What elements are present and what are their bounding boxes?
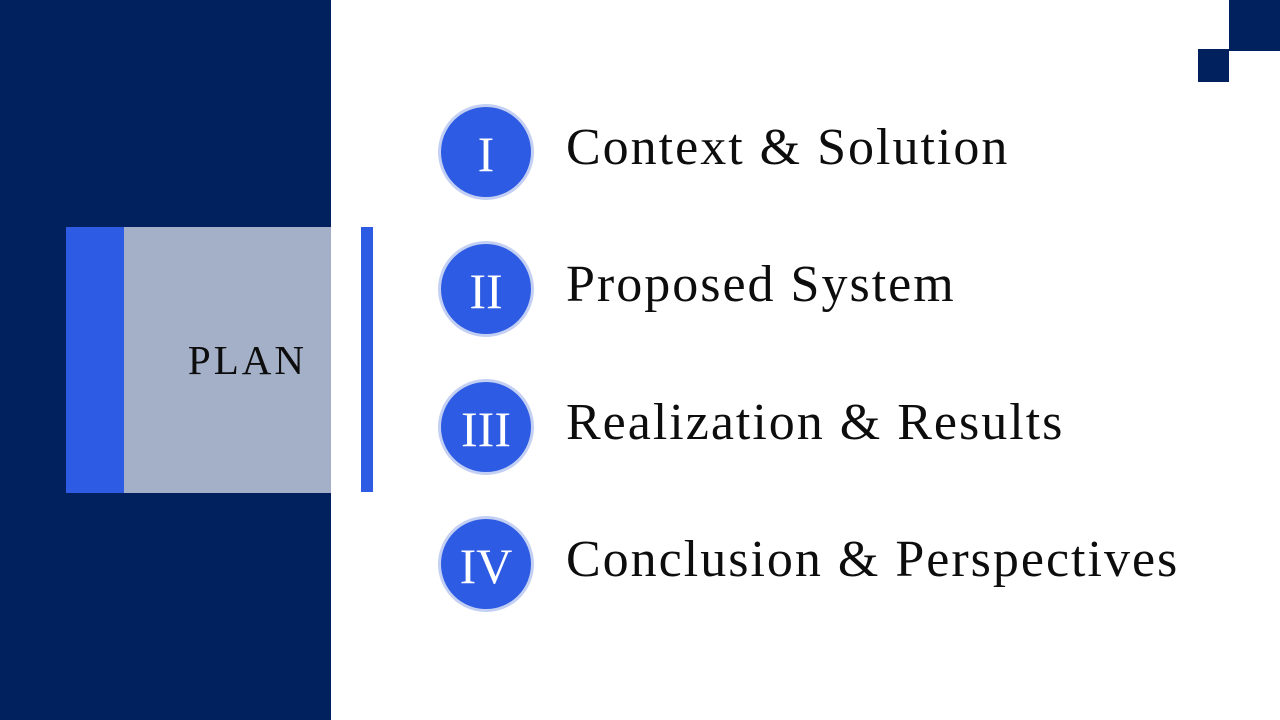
roman-numeral: II <box>469 263 503 319</box>
agenda-item-label: Proposed System <box>566 256 956 313</box>
numeral-badge: I <box>438 104 534 200</box>
agenda-item-realization: III Realization & Results <box>438 379 1258 475</box>
vertical-divider-bar <box>361 227 373 492</box>
plan-title-box: PLAN <box>124 227 331 493</box>
plan-accent-bar <box>66 227 124 493</box>
roman-numeral: IV <box>459 538 513 594</box>
plan-title: PLAN <box>187 337 307 383</box>
numeral-badge: IV <box>438 516 534 612</box>
numeral-badge: III <box>438 379 534 475</box>
agenda-item-label: Realization & Results <box>566 394 1065 451</box>
agenda-item-context: I Context & Solution <box>438 104 1258 200</box>
agenda-item-label: Conclusion & Perspectives <box>566 531 1180 588</box>
numeral-badge: II <box>438 241 534 337</box>
corner-square-large <box>1229 0 1280 51</box>
agenda-list: I Context & Solution II Proposed System … <box>438 0 1258 720</box>
agenda-item-label: Context & Solution <box>566 119 1010 176</box>
corner-square-small <box>1198 49 1229 82</box>
roman-numeral: I <box>477 126 495 182</box>
agenda-item-proposed-system: II Proposed System <box>438 241 1258 337</box>
agenda-item-conclusion: IV Conclusion & Perspectives <box>438 516 1258 612</box>
roman-numeral: III <box>461 401 511 457</box>
